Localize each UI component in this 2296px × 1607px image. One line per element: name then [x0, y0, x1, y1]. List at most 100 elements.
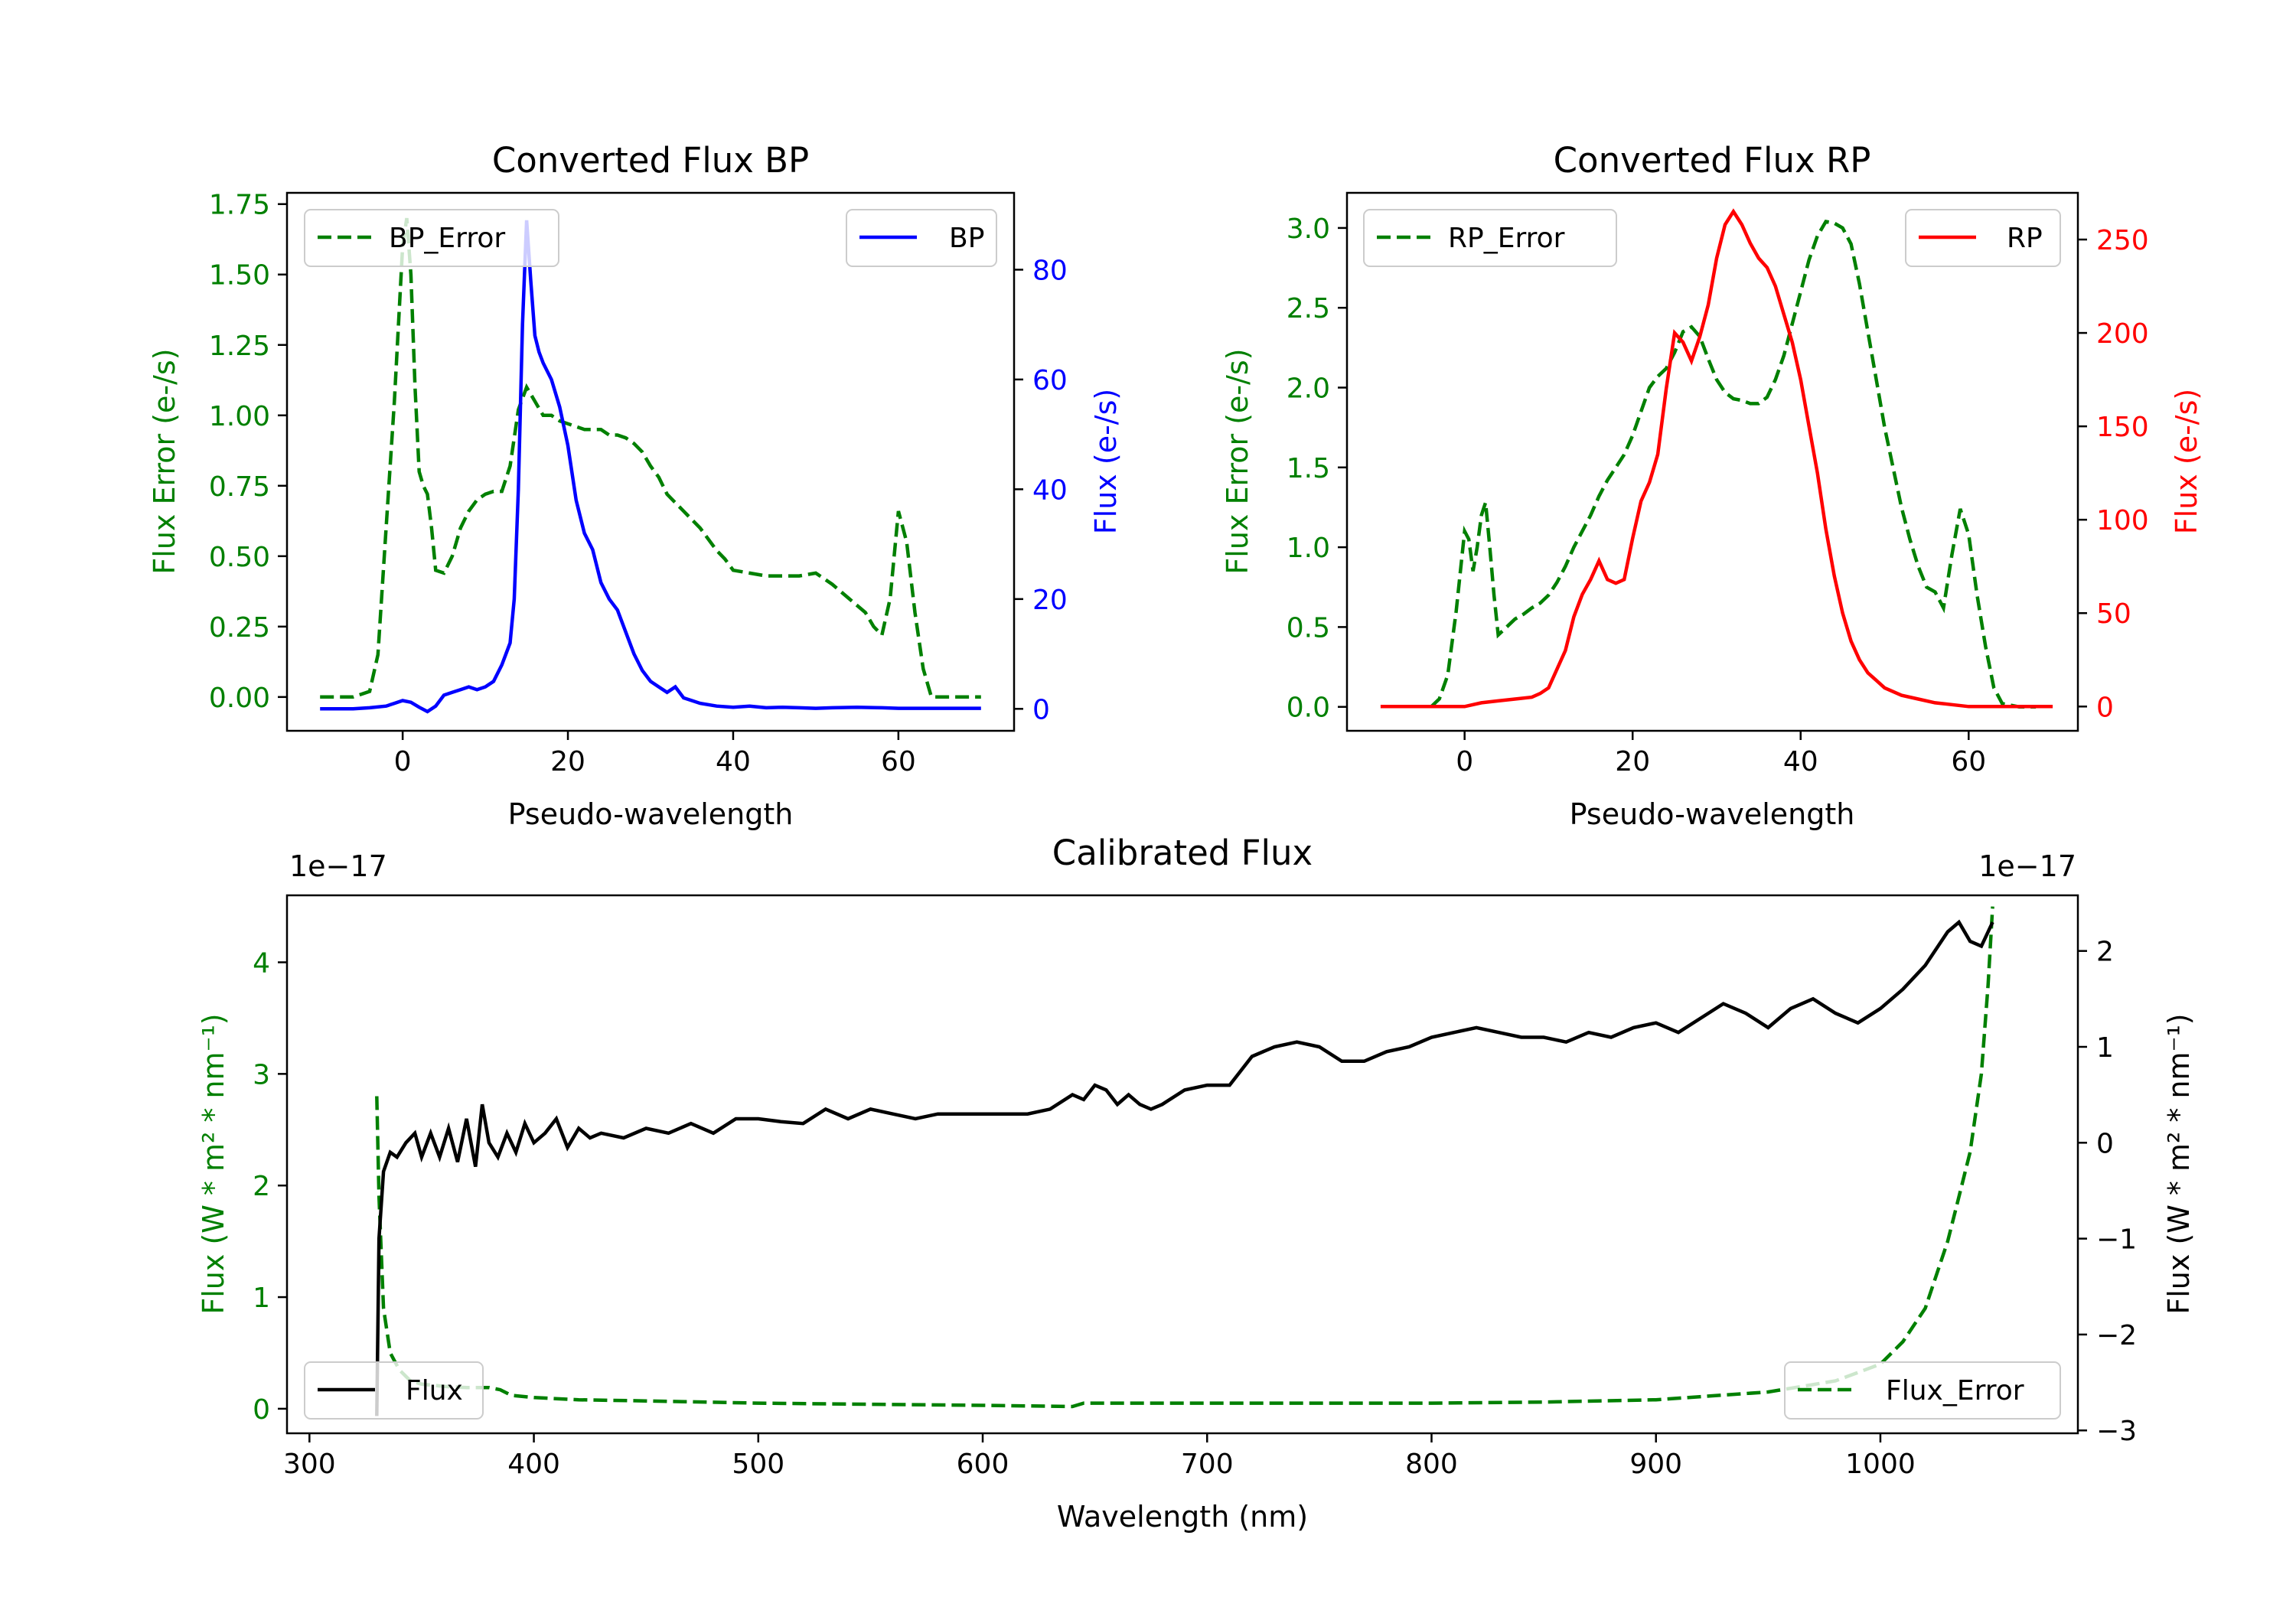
cal-y-right-tick-label: 2 [2096, 937, 2114, 968]
bp-y-left-tick-label: 0.25 [209, 612, 270, 644]
cal-x-tick-label: 300 [283, 1449, 336, 1480]
bp-y-left-tick-label: 1.25 [209, 331, 270, 362]
bp-y-left-tick-label: 0.50 [209, 542, 270, 573]
cal-legend-error-label: Flux_Error [1886, 1375, 2024, 1407]
rp-line-rp [1380, 208, 2053, 709]
cal-title: Calibrated Flux [1052, 833, 1313, 873]
cal-x-tick-label: 400 [507, 1449, 560, 1480]
rp-y-right-tick-label: 250 [2096, 225, 2149, 256]
rp-y-label-right: Flux (e-/s) [2170, 389, 2203, 534]
bp-title: Converted Flux BP [492, 140, 809, 181]
cal-y-right-tick-label: 0 [2096, 1128, 2114, 1159]
rp-y-right-tick-label: 50 [2096, 598, 2131, 630]
cal-x-tick-label: 500 [732, 1449, 784, 1480]
bp-y-right-tick-label: 0 [1032, 694, 1050, 725]
cal-x-tick-label: 600 [957, 1449, 1009, 1480]
rp-legend-flux: RP [1905, 209, 2061, 267]
cal-offset-left: 1e−17 [289, 849, 387, 883]
rp-y-left-tick-label: 0.5 [1287, 612, 1330, 644]
rp-title: Converted Flux RP [1554, 140, 1871, 181]
rp-axes-frame [1345, 191, 2079, 732]
cal-y-left-tick-label: 0 [253, 1394, 270, 1426]
rp-x-tick-label: 60 [1951, 746, 1986, 777]
bp-y-right-tick-label: 40 [1032, 474, 1068, 506]
panel-bp: Converted Flux BP 0 20 40 60 0.000.250.500.… [148, 140, 1123, 831]
rp-x-tick-label: 0 [1456, 746, 1473, 777]
rp-legend-error-label: RP_Error [1448, 223, 1565, 254]
rp-y-ticks-left: 0.0 0.5 1.0 1.5 2.0 2.5 3.0 [1287, 214, 1347, 724]
cal-y-right-tick-label: −1 [2096, 1224, 2137, 1256]
rp-line-rp-error [1430, 219, 2037, 709]
cal-y-right-tick-label: −3 [2096, 1416, 2137, 1447]
cal-legend-flux-label: Flux [406, 1375, 463, 1407]
bp-x-tick-label: 0 [394, 746, 412, 777]
cal-legend-flux-box [304, 1361, 484, 1420]
bp-x-ticks: 0 20 40 60 [394, 731, 916, 777]
cal-y-left-tick-label: 2 [253, 1171, 270, 1202]
rp-legend-error-box [1363, 209, 1617, 267]
bp-legend-error-box [304, 209, 559, 267]
rp-y-left-tick-label: 3.0 [1287, 214, 1330, 245]
bp-y-left-tick-label: 1.00 [209, 401, 270, 432]
bp-legend-error: BP_Error [304, 209, 559, 267]
rp-y-left-tick-label: 1.0 [1287, 533, 1330, 564]
rp-y-left-tick-label: 2.5 [1287, 293, 1330, 324]
cal-y-right-tick-label: −2 [2096, 1320, 2137, 1351]
bp-y-ticks-right: 0 20 40 60 80 [1014, 255, 1068, 725]
panel-calibrated: Calibrated Flux 1e−17 1e−17 300 400 500 600… [197, 833, 2196, 1534]
cal-x-label: Wavelength (nm) [1057, 1500, 1308, 1534]
cal-y-left-tick-label: 1 [253, 1283, 270, 1314]
bp-x-tick-label: 60 [881, 746, 916, 777]
cal-x-tick-label: 1000 [1845, 1449, 1916, 1480]
bp-line-bp-error [320, 217, 981, 699]
cal-x-tick-label: 900 [1629, 1449, 1682, 1480]
rp-y-left-tick-label: 2.0 [1287, 373, 1330, 404]
rp-legend-flux-box [1905, 209, 2061, 267]
bp-line-bp [320, 220, 981, 714]
rp-y-right-tick-label: 150 [2096, 412, 2149, 443]
rp-x-tick-label: 20 [1615, 746, 1650, 777]
bp-y-right-tick-label: 80 [1032, 255, 1068, 286]
cal-y-right-tick-label: 1 [2096, 1032, 2114, 1064]
bp-legend-error-label: BP_Error [389, 223, 505, 254]
rp-y-left-tick-label: 1.5 [1287, 453, 1330, 484]
bp-plot-area [320, 217, 981, 714]
panel-rp: Converted Flux RP 0 20 40 60 0.0 0.5 1.0 1.5 2.… [1221, 140, 2203, 831]
cal-legend-error: Flux_Error [1784, 1361, 2061, 1420]
bp-legend-flux-box [846, 209, 997, 267]
rp-legend-error: RP_Error [1363, 209, 1617, 267]
rp-x-tick-label: 40 [1783, 746, 1818, 777]
bp-x-label: Pseudo-wavelength [508, 797, 794, 831]
cal-y-ticks-left: 0 1 2 3 4 [253, 948, 287, 1426]
bp-legend-flux: BP [846, 209, 997, 267]
bp-y-right-tick-label: 60 [1032, 365, 1068, 396]
bp-y-left-tick-label: 0.00 [209, 683, 270, 714]
bp-y-left-tick-label: 1.75 [209, 190, 270, 221]
bp-x-tick-label: 40 [716, 746, 751, 777]
rp-y-right-tick-label: 100 [2096, 505, 2149, 536]
rp-y-label-left: Flux Error (e-/s) [1221, 348, 1254, 574]
bp-y-ticks-left: 0.00 0.25 0.50 0.75 1.00 1.25 1.50 1.75 [209, 190, 287, 714]
cal-x-tick-label: 800 [1405, 1449, 1458, 1480]
cal-offset-right: 1e−17 [1978, 849, 2076, 883]
rp-y-right-tick-label: 200 [2096, 318, 2149, 350]
cal-x-ticks: 300 400 500 600 700 800 900 1000 [283, 1433, 1916, 1480]
rp-legend-flux-label: RP [2007, 223, 2043, 254]
cal-y-left-tick-label: 3 [253, 1059, 270, 1090]
bp-y-left-tick-label: 0.75 [209, 471, 270, 503]
bp-y-left-tick-label: 1.50 [209, 260, 270, 292]
rp-y-left-tick-label: 0.0 [1287, 693, 1330, 724]
cal-legend-error-box [1784, 1361, 2061, 1420]
cal-y-left-tick-label: 4 [253, 948, 270, 980]
cal-axes-frame [285, 894, 2079, 1435]
cal-y-ticks-right: −3 −2 −1 0 1 2 [2078, 937, 2137, 1447]
cal-x-tick-label: 700 [1181, 1449, 1234, 1480]
cal-line-flux [375, 919, 1994, 1416]
bp-y-right-tick-label: 20 [1032, 585, 1068, 616]
cal-legend-flux: Flux [304, 1361, 484, 1420]
bp-legend-flux-label: BP [949, 223, 984, 254]
bp-y-label-left: Flux Error (e-/s) [148, 348, 181, 574]
bp-x-tick-label: 20 [550, 746, 585, 777]
rp-y-ticks-right: 0 50 100 150 200 250 [2078, 225, 2149, 723]
